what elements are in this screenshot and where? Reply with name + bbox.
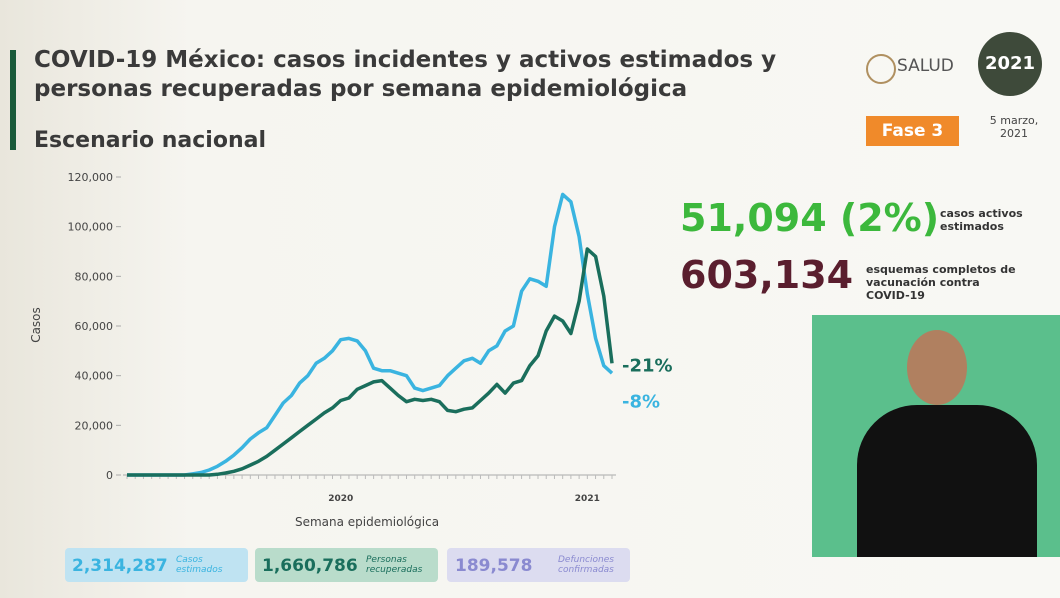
head: [907, 330, 967, 405]
summary-box: [65, 548, 248, 582]
y-tick-label: 20,000: [75, 419, 114, 432]
y-tick-label: 40,000: [75, 370, 114, 383]
summary-label: Defunciones confirmadas: [558, 555, 614, 575]
body: [857, 405, 1037, 557]
summary-value: 1,660,786: [262, 556, 358, 576]
series-line: [127, 192, 614, 477]
chart: Casos Semana epidemiológica 0 20,000 40,00…: [29, 171, 673, 529]
title: COVID-19 México: casos incidentes y acti…: [34, 47, 777, 102]
brand: SALUD: [897, 56, 954, 76]
series-line: [127, 247, 614, 477]
phase-badge: Fase 3: [866, 116, 959, 146]
year-label: 2020: [328, 494, 353, 504]
y-tick-label: 0: [106, 469, 113, 482]
x-axis-label: Semana epidemiológica: [295, 515, 439, 529]
y-tick-label: 80,000: [75, 270, 114, 283]
subtitle: Escenario nacional: [34, 128, 267, 153]
accent-bar: [10, 50, 16, 150]
summary-value: 2,314,287: [72, 556, 168, 576]
y-tick-label: 60,000: [75, 320, 114, 333]
y-tick-label: 120,000: [68, 171, 114, 184]
y-tick-label: 100,000: [68, 221, 114, 234]
highlight-label: casos activos estimados: [940, 207, 1023, 233]
highlight-label: esquemas completos de vacunación contra …: [866, 263, 1016, 302]
date: 5 marzo, 2021: [989, 114, 1039, 140]
end-label: -8%: [622, 391, 660, 412]
highlight-value: 603,134: [680, 253, 854, 297]
interpreter-video: [812, 315, 1060, 557]
end-label: -21%: [622, 355, 673, 376]
summary-box: [447, 548, 630, 582]
highlight-value: 51,094 (2%): [680, 196, 940, 240]
summary-value: 189,578: [455, 556, 533, 576]
logo: 2021: [978, 32, 1042, 96]
year-label: 2021: [575, 494, 600, 504]
summary-label: Personas recuperadas: [366, 555, 423, 575]
summary-box: [255, 548, 438, 582]
y-axis-label: Casos: [29, 307, 43, 343]
seal: [866, 54, 896, 84]
summary-label: Casos estimados: [176, 555, 223, 575]
